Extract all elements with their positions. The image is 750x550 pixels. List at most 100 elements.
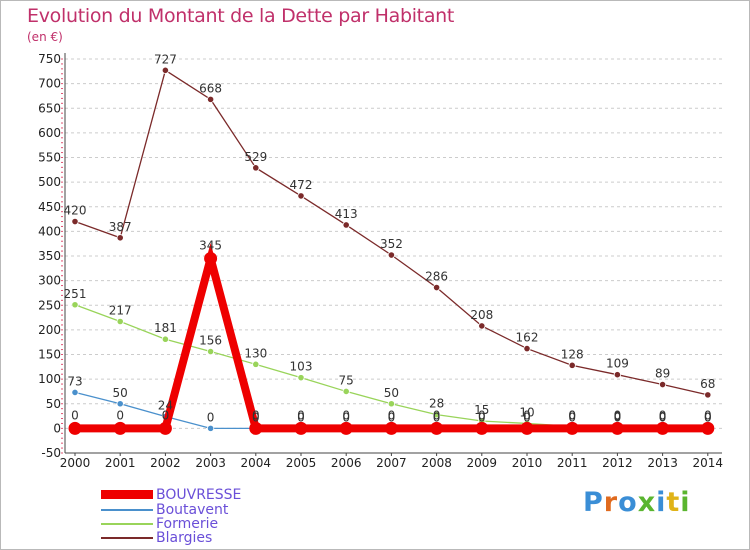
data-label-bouvresse: 0: [704, 408, 712, 422]
data-label-blargies: 387: [109, 220, 132, 234]
data-point-bouvresse: [249, 421, 263, 435]
data-point-blargies: [704, 391, 712, 399]
y-tick-label: 300: [38, 274, 61, 288]
data-point-blargies: [161, 66, 169, 74]
data-label-bouvresse: 0: [433, 408, 441, 422]
x-tick-label: 2007: [376, 456, 407, 470]
y-tick-label: 100: [38, 372, 61, 386]
data-label-formerie: 28: [429, 397, 444, 411]
data-point-bouvresse: [520, 421, 534, 435]
data-label-blargies: 286: [425, 270, 448, 284]
data-point-formerie: [297, 374, 305, 382]
data-point-bouvresse: [656, 421, 670, 435]
legend-swatch-bouvresse: [101, 490, 153, 499]
data-label-blargies: 727: [154, 52, 177, 66]
data-label-blargies: 162: [516, 331, 539, 345]
legend-label-formerie: Formerie: [156, 516, 219, 532]
data-label-blargies: 128: [561, 347, 584, 361]
data-point-boutavent: [71, 388, 79, 397]
y-tick-label: 0: [53, 421, 61, 435]
data-label-boutavent: 0: [478, 410, 486, 424]
data-point-blargies: [207, 95, 215, 103]
data-point-bouvresse: [158, 421, 172, 435]
data-label-formerie: 10: [519, 405, 534, 419]
data-point-blargies: [658, 380, 667, 389]
axes: -500501001502002503003504004505005506006…: [38, 52, 723, 470]
data-label-boutavent: 0: [388, 410, 396, 424]
data-label-blargies: 529: [244, 150, 267, 164]
data-label-bouvresse: 0: [659, 408, 667, 422]
data-label-boutavent: 73: [67, 374, 82, 388]
logo-letter: o: [618, 487, 638, 518]
data-point-formerie: [252, 360, 260, 368]
x-tick-label: 2010: [512, 456, 543, 470]
data-point-formerie: [342, 387, 350, 396]
data-label-boutavent: 0: [704, 410, 712, 424]
data-label-formerie: 251: [64, 287, 87, 301]
x-tick-label: 2003: [195, 456, 226, 470]
data-point-bouvresse: [113, 421, 127, 435]
x-tick-label: 2011: [557, 456, 588, 470]
data-label-boutavent: 0: [252, 410, 260, 424]
data-label-formerie: 103: [290, 360, 313, 374]
data-label-bouvresse: 0: [523, 408, 531, 422]
x-tick-label: 2008: [421, 456, 452, 470]
data-label-blargies: 352: [380, 237, 403, 251]
data-label-formerie: 75: [339, 373, 354, 387]
data-label-blargies: 109: [606, 357, 629, 371]
data-label-blargies: 89: [655, 367, 670, 381]
legend-label-boutavent: Boutavent: [156, 502, 229, 518]
data-label-formerie: 0: [614, 409, 622, 423]
logo-letter: P: [583, 487, 604, 518]
data-label-boutavent: 0: [568, 410, 576, 424]
data-label-formerie: 0: [568, 408, 576, 422]
logo-letter: i: [656, 487, 667, 518]
series-line-blargies: [74, 69, 708, 396]
x-tick-label: 2001: [105, 456, 136, 470]
data-point-blargies: [297, 192, 305, 200]
legend-swatch-formerie: [101, 523, 153, 525]
data-point-bouvresse: [294, 421, 308, 435]
logo-letter: x: [637, 487, 657, 518]
y-tick-label: 250: [38, 298, 61, 312]
data-label-formerie: 130: [244, 346, 267, 360]
proxiti-logo: Proxiti: [583, 487, 691, 518]
data-point-bouvresse: [610, 421, 624, 435]
y-tick-label: 50: [46, 397, 61, 411]
data-label-bouvresse: 0: [478, 408, 486, 422]
data-point-blargies: [523, 344, 531, 353]
data-label-blargies: 208: [470, 308, 493, 322]
data-label-bouvresse: 0: [162, 408, 170, 422]
data-point-bouvresse: [475, 421, 489, 435]
data-point-formerie: [161, 335, 169, 343]
y-tick-label: 150: [38, 348, 61, 362]
data-point-formerie: [207, 347, 215, 356]
x-tick-label: 2012: [602, 456, 633, 470]
data-label-boutavent: 50: [113, 386, 128, 400]
data-point-blargies: [342, 221, 350, 229]
data-label-bouvresse: 0: [116, 408, 124, 422]
x-tick-label: 2002: [150, 456, 181, 470]
data-point-formerie: [71, 301, 79, 309]
y-tick-label: 600: [38, 126, 61, 140]
legend-label-blargies: Blargies: [156, 530, 213, 546]
y-tick-label: 350: [38, 249, 61, 263]
data-label-formerie: 50: [384, 386, 399, 400]
y-tick-label: 500: [38, 175, 61, 189]
logo-letter: r: [603, 487, 619, 518]
data-label-bouvresse: 0: [71, 408, 79, 422]
data-label-boutavent: 0: [297, 410, 305, 424]
data-label-formerie: 156: [199, 334, 222, 348]
data-label-bouvresse: 0: [388, 408, 396, 422]
data-label-bouvresse: 0: [252, 408, 260, 422]
data-label-formerie: 181: [154, 321, 177, 335]
legend-label-bouvresse: BOUVRESSE: [156, 487, 242, 503]
data-labels: 420 387 727 668 529 472 413 352 286 208 162 128 109 8…: [64, 52, 716, 424]
data-point-blargies: [71, 217, 79, 226]
data-label-blargies: 68: [700, 377, 715, 391]
data-label-bouvresse: 0: [342, 408, 350, 422]
legend-swatch-blargies: [101, 537, 153, 539]
data-label-blargies: 420: [64, 204, 87, 218]
data-label-boutavent: 0: [433, 410, 441, 424]
